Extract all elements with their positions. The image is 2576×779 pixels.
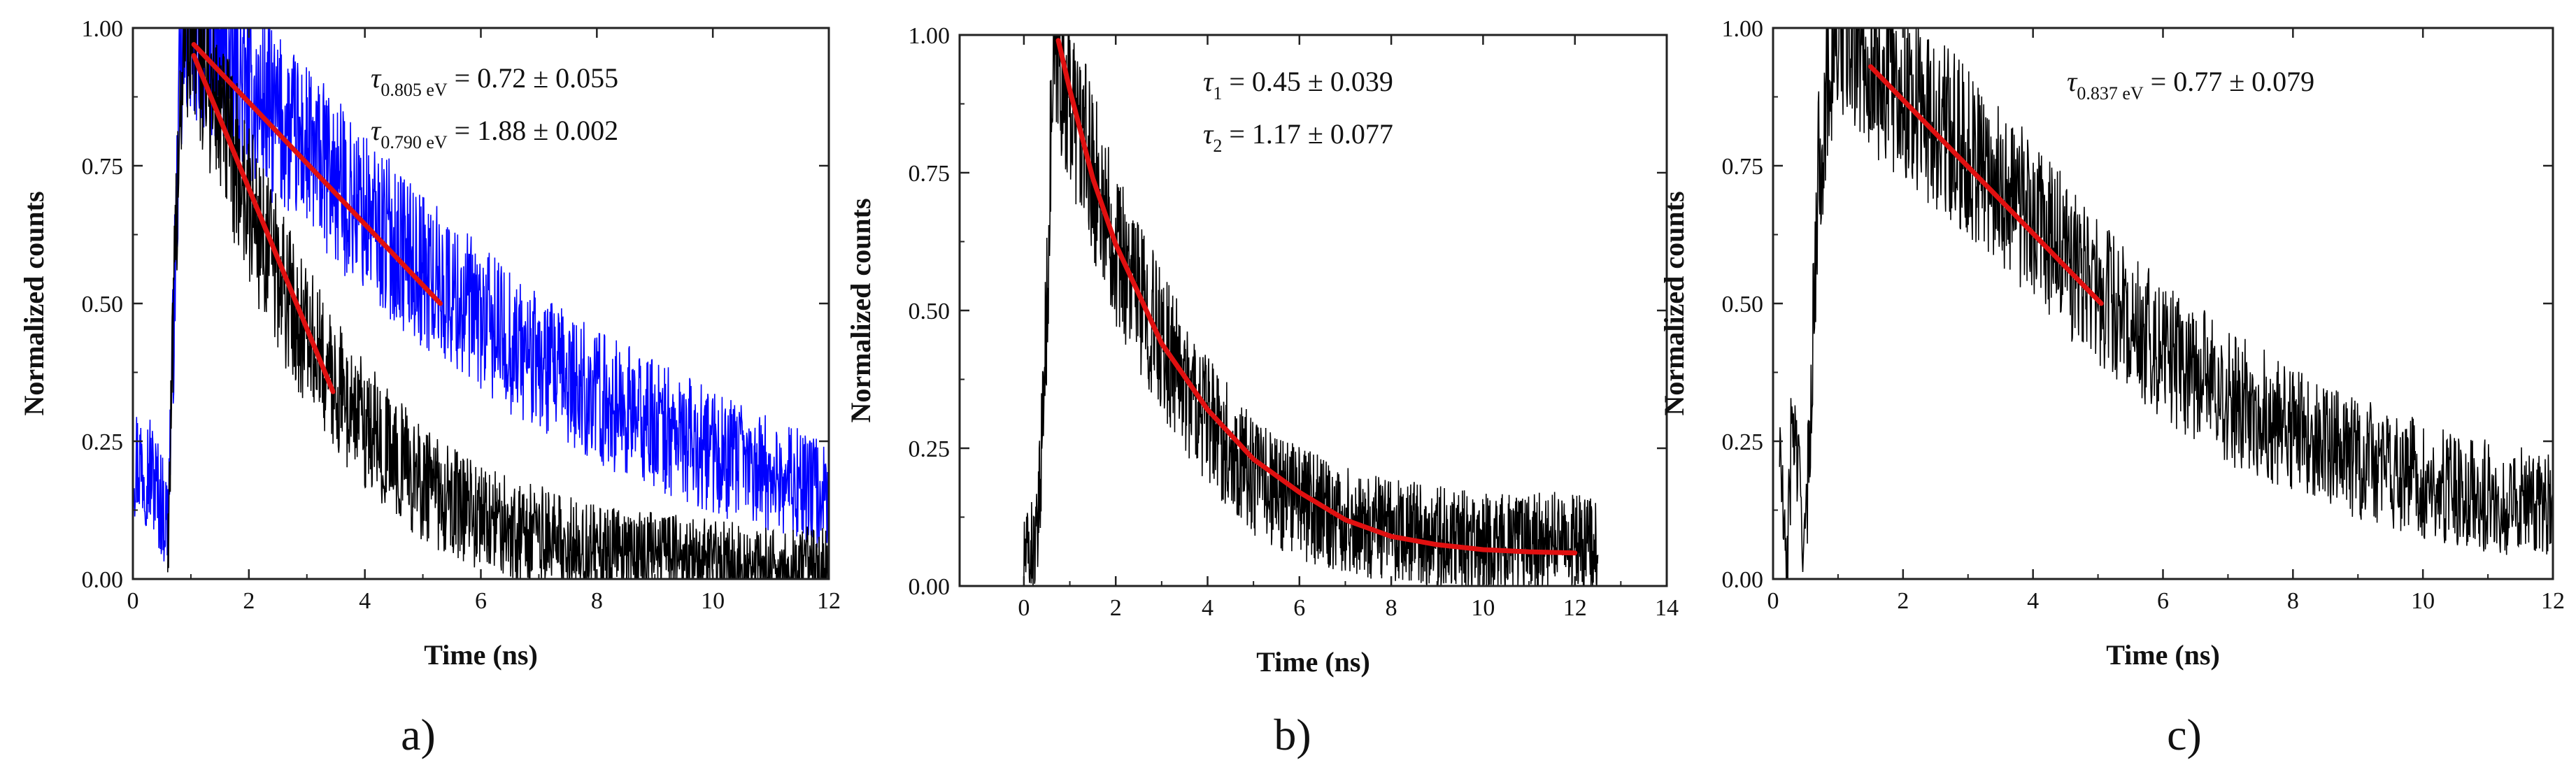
y-tick-label: 0.75 xyxy=(1722,154,1764,180)
tau-symbol: τ xyxy=(371,62,382,94)
x-axis-label: Time (ns) xyxy=(424,639,538,671)
series-trace xyxy=(1023,35,1599,586)
x-tick-label: 0 xyxy=(127,588,139,614)
x-tick-label: 0 xyxy=(1767,588,1779,614)
x-tick-label: 12 xyxy=(1563,595,1587,621)
panel-label: c) xyxy=(2167,710,2202,759)
x-tick-label: 6 xyxy=(475,588,487,614)
x-tick-label: 10 xyxy=(2411,588,2435,614)
y-tick-label: 0.50 xyxy=(1722,292,1764,317)
tau-symbol: τ xyxy=(1203,66,1214,97)
axis-ticks: 0 2 4 6 8 10 12 0.00 0.25 0.50 0.75 1.00 xyxy=(82,16,841,614)
y-axis-label: Normalized counts xyxy=(845,198,876,422)
tau-subscript: 0.805 eV xyxy=(380,80,448,100)
fit-annotation: τ0.790 eV = 1.88 ± 0.002 xyxy=(371,115,618,152)
tau-value: = 1.17 ± 0.077 xyxy=(1222,118,1393,150)
fit-line xyxy=(191,52,336,394)
series-trace xyxy=(133,28,829,562)
panel-a: 0 2 4 6 8 10 120.000.250.500.751.00 Time (ns) … xyxy=(18,16,841,759)
axis-ticks: 0 2 4 6 8 10 12 140.000.250.500.751.00 xyxy=(909,23,1679,621)
fit-annotation: τ0.837 eV = 0.77 ± 0.079 xyxy=(2067,66,2314,103)
y-tick-label: 1.00 xyxy=(1722,16,1764,42)
x-tick-label: 6 xyxy=(1293,595,1305,621)
series-layer xyxy=(133,28,829,579)
x-tick-label: 6 xyxy=(2157,588,2169,614)
x-tick-label: 8 xyxy=(2287,588,2299,614)
x-tick-label: 14 xyxy=(1655,595,1679,621)
y-tick-label: 0.00 xyxy=(82,567,124,593)
fit-line xyxy=(1867,64,2104,306)
fit-line xyxy=(191,42,443,306)
x-tick-label: 2 xyxy=(1897,588,1909,614)
x-tick-label: 4 xyxy=(2027,588,2039,614)
x-tick-label: 2 xyxy=(1110,595,1122,621)
y-tick-label: 0.50 xyxy=(82,292,124,317)
x-tick-label: 4 xyxy=(1202,595,1214,621)
y-tick-label: 0.25 xyxy=(82,429,124,455)
y-tick-label: 1.00 xyxy=(82,16,124,42)
panel-c: 0 2 4 6 8 10 120.000.250.500.751.00 Time (ns) … xyxy=(1658,16,2566,759)
y-tick-label: 0.00 xyxy=(909,574,951,600)
series-layer xyxy=(1023,35,1599,586)
x-tick-label: 8 xyxy=(1386,595,1397,621)
x-tick-label: 12 xyxy=(817,588,841,614)
x-tick-label: 0 xyxy=(1018,595,1030,621)
tau-value: = 0.77 ± 0.079 xyxy=(2144,66,2315,97)
fit-line xyxy=(1055,38,1578,556)
tau-subscript: 2 xyxy=(1213,136,1222,156)
series-layer xyxy=(1779,28,2553,579)
tau-symbol: τ xyxy=(1203,118,1214,150)
tau-value: = 1.88 ± 0.002 xyxy=(448,115,619,146)
y-tick-label: 0.00 xyxy=(1722,567,1764,593)
x-axis-label: Time (ns) xyxy=(1256,646,1370,678)
tau-value: = 0.72 ± 0.055 xyxy=(448,62,619,94)
panel-b: 0 2 4 6 8 10 12 140.000.250.500.751.00 Time (ns… xyxy=(845,23,1679,759)
y-tick-label: 0.75 xyxy=(909,161,951,187)
tau-subscript: 1 xyxy=(1213,83,1222,103)
fit-annotation: τ1 = 0.45 ± 0.039 xyxy=(1203,66,1393,103)
fit-annotation: τ0.805 eV = 0.72 ± 0.055 xyxy=(371,62,618,100)
x-axis-label: Time (ns) xyxy=(2106,639,2220,671)
x-tick-label: 4 xyxy=(359,588,371,614)
x-tick-label: 8 xyxy=(591,588,603,614)
tau-symbol: τ xyxy=(371,115,382,146)
y-tick-label: 0.25 xyxy=(1722,429,1764,455)
y-tick-label: 1.00 xyxy=(909,23,951,49)
x-tick-label: 12 xyxy=(2541,588,2565,614)
x-tick-label: 10 xyxy=(701,588,725,614)
x-tick-label: 10 xyxy=(1471,595,1495,621)
series-trace xyxy=(167,28,829,579)
panel-label: b) xyxy=(1274,710,1311,759)
fit-annotation: τ2 = 1.17 ± 0.077 xyxy=(1203,118,1393,156)
series-trace xyxy=(1779,28,2553,579)
y-tick-label: 0.50 xyxy=(909,299,951,324)
y-axis-label: Normalized counts xyxy=(18,191,50,415)
tau-subscript: 0.790 eV xyxy=(380,132,448,152)
tau-subscript: 0.837 eV xyxy=(2077,83,2144,103)
x-tick-label: 2 xyxy=(243,588,255,614)
y-axis-label: Normalized counts xyxy=(1658,191,1690,415)
fit-annotations: τ0.837 eV = 0.77 ± 0.079 xyxy=(2067,66,2314,103)
y-tick-label: 0.75 xyxy=(82,154,124,180)
tau-symbol: τ xyxy=(2067,66,2078,97)
panel-label: a) xyxy=(401,710,436,759)
tau-value: = 0.45 ± 0.039 xyxy=(1222,66,1393,97)
axis-ticks: 0 2 4 6 8 10 12 0.00 0.25 0.50 0.75 1.00 xyxy=(1722,16,2566,614)
y-tick-label: 0.25 xyxy=(909,436,951,462)
